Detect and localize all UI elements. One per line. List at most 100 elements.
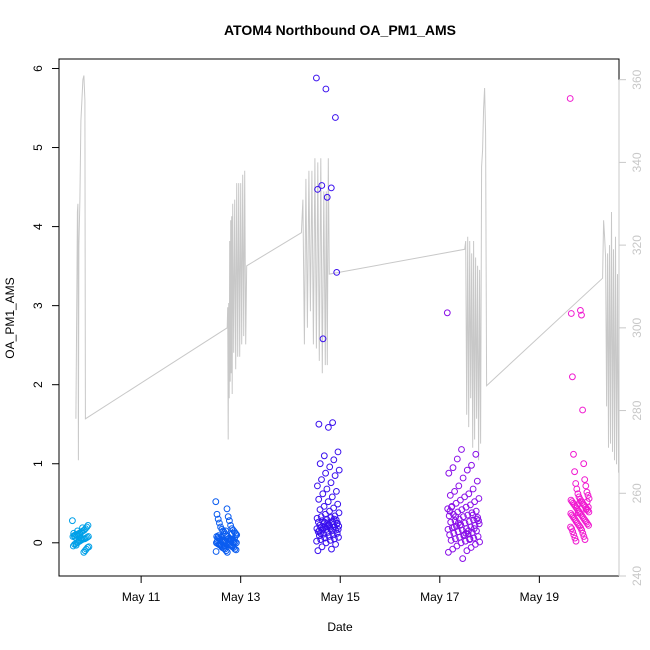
x-tick-label: May 13	[221, 590, 261, 604]
data-point	[566, 95, 574, 102]
data-point	[461, 493, 469, 501]
data-point	[457, 539, 465, 547]
data-point	[222, 527, 230, 535]
data-point	[331, 512, 339, 520]
data-point	[79, 524, 86, 532]
data-point	[569, 528, 577, 536]
y2-tick-label: 360	[630, 69, 644, 89]
y-tick-label: 0	[31, 539, 45, 546]
data-point	[576, 522, 583, 530]
data-point	[226, 517, 233, 525]
data-point	[457, 496, 464, 504]
data-point	[72, 541, 80, 549]
x-axis-label: Date	[327, 620, 353, 634]
data-point	[81, 547, 89, 555]
data-point	[568, 525, 575, 532]
data-point	[575, 499, 583, 507]
data-point	[329, 419, 337, 427]
data-point	[580, 460, 588, 468]
data-point	[317, 513, 325, 521]
points-layer	[69, 74, 593, 562]
y-tick-label: 3	[31, 302, 45, 309]
data-point	[578, 311, 585, 319]
data-point	[332, 541, 340, 548]
data-point	[472, 507, 480, 515]
data-point	[216, 519, 223, 527]
data-point	[446, 507, 454, 515]
y-tick-label: 2	[31, 381, 45, 388]
data-point	[468, 461, 475, 469]
data-point	[323, 485, 331, 493]
data-point	[330, 456, 338, 464]
data-point	[584, 520, 591, 528]
data-point	[569, 373, 576, 381]
x-tick-label: May 15	[321, 590, 361, 604]
data-point	[315, 495, 323, 503]
data-point	[567, 310, 575, 317]
data-point	[327, 514, 335, 521]
data-point	[314, 547, 322, 555]
data-point	[320, 452, 328, 460]
data-point	[322, 85, 330, 93]
data-point	[581, 476, 589, 484]
y-tick-label: 1	[31, 460, 45, 467]
data-point	[574, 490, 582, 498]
data-point	[80, 548, 88, 556]
data-point	[447, 537, 455, 544]
data-point	[231, 545, 239, 553]
data-point	[330, 504, 338, 512]
data-point	[579, 529, 587, 537]
data-point	[333, 529, 341, 537]
data-point	[221, 542, 229, 550]
data-point	[323, 193, 331, 201]
plot-box	[58, 58, 620, 577]
x-tick-label: May 11	[122, 590, 161, 604]
chart-title: ATOM4 Northbound OA_PM1_AMS	[224, 22, 456, 38]
data-point	[572, 537, 580, 545]
y-tick-label: 5	[31, 144, 45, 151]
data-point	[71, 533, 79, 541]
data-point	[322, 539, 330, 547]
data-point	[449, 545, 457, 553]
data-point	[583, 488, 591, 496]
data-point	[317, 536, 325, 543]
data-point	[324, 529, 332, 536]
data-point	[331, 472, 339, 480]
data-point	[471, 498, 479, 506]
y2-axis: 240 260 280 300 320 340 360	[618, 69, 644, 586]
data-point	[469, 485, 477, 493]
data-point	[475, 517, 482, 525]
data-point	[584, 492, 592, 499]
data-point	[460, 531, 468, 539]
data-point	[570, 450, 577, 458]
data-point	[232, 546, 240, 554]
data-point	[581, 536, 589, 543]
y2-tick-label: 300	[630, 317, 644, 337]
data-point	[443, 309, 451, 317]
data-point	[571, 468, 578, 476]
data-point	[473, 515, 481, 523]
data-point	[322, 469, 330, 477]
data-point	[327, 479, 335, 487]
data-point	[577, 307, 584, 314]
data-point	[582, 482, 590, 490]
data-point	[223, 505, 231, 513]
data-point	[462, 529, 470, 537]
data-point	[585, 522, 592, 529]
data-point	[472, 450, 480, 458]
y2-tick-label: 260	[630, 483, 644, 503]
data-point	[214, 515, 222, 523]
data-point	[445, 548, 452, 556]
data-point	[580, 533, 588, 540]
data-point	[317, 529, 324, 537]
data-point	[318, 543, 326, 551]
data-point	[318, 182, 326, 189]
data-point	[467, 544, 475, 551]
data-point	[319, 490, 327, 498]
x-tick-label: May 17	[420, 590, 460, 604]
data-point	[316, 460, 324, 468]
data-point	[326, 507, 333, 515]
data-point	[572, 480, 580, 487]
data-point	[573, 485, 581, 493]
